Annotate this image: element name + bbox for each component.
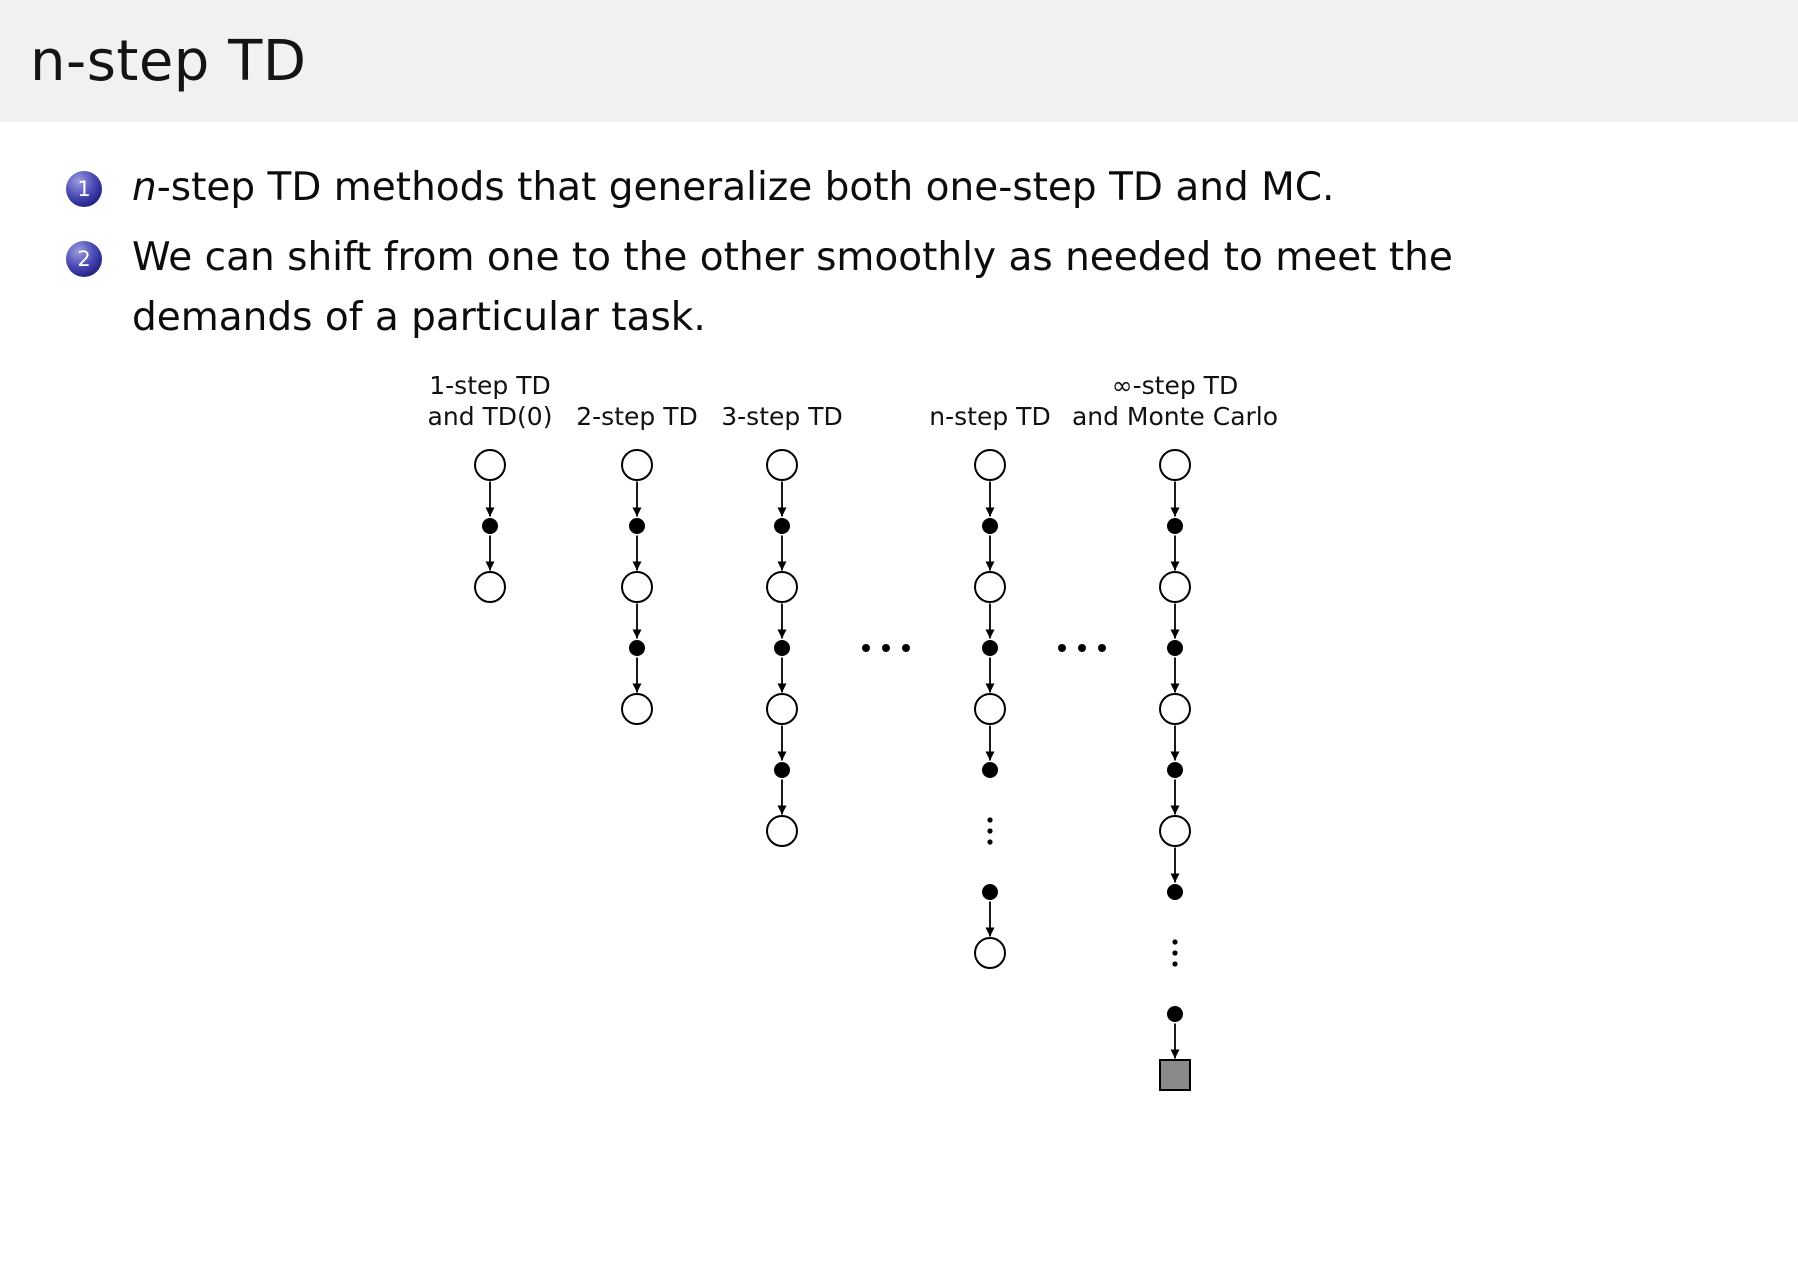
bullet-number-badge-1: 1 (66, 171, 102, 207)
action-node (1167, 762, 1183, 778)
diagram-column-label: 2-step TD (576, 402, 697, 431)
vertical-ellipsis-dot (1172, 950, 1178, 956)
action-node (982, 884, 998, 900)
diagram-column-label: 1-step TD (429, 371, 550, 400)
diagram-column-label: n-step TD (929, 402, 1050, 431)
diagram-column-label: and Monte Carlo (1072, 402, 1278, 431)
bullet-1-line-1: n-step TD methods that generalize both o… (132, 158, 1334, 218)
bullet-number-badge-2: 2 (66, 241, 102, 277)
bullet-text-2: We can shift from one to the other smoot… (132, 228, 1453, 348)
bullet-number-2: 2 (77, 247, 91, 271)
state-node (766, 571, 798, 603)
state-node (1159, 449, 1191, 481)
bullet-number-1: 1 (77, 177, 91, 201)
vertical-ellipsis-dot (1172, 961, 1178, 967)
bullet-1-italic-lead: n (132, 165, 157, 210)
horizontal-ellipsis-dot (862, 644, 870, 652)
action-node (982, 518, 998, 534)
state-node (974, 693, 1006, 725)
slide-header: n-step TD (0, 0, 1798, 122)
state-node (1159, 693, 1191, 725)
state-node (766, 693, 798, 725)
bullet-text-1: n-step TD methods that generalize both o… (132, 158, 1334, 218)
bullet-2-line-2: demands of a particular task. (132, 295, 706, 340)
bullet-1-text: -step TD methods that generalize both on… (156, 165, 1335, 210)
state-node (974, 449, 1006, 481)
action-node (1167, 884, 1183, 900)
horizontal-ellipsis-dot (1058, 644, 1066, 652)
horizontal-ellipsis-dot (902, 644, 910, 652)
state-node (474, 571, 506, 603)
state-node (766, 815, 798, 847)
vertical-ellipsis-dot (1172, 939, 1178, 945)
action-node (629, 640, 645, 656)
slide-title: n-step TD (30, 28, 307, 94)
action-node (1167, 518, 1183, 534)
bullet-item-1: 1 n-step TD methods that generalize both… (66, 158, 1728, 218)
bullet-2-line-1: We can shift from one to the other smoot… (132, 235, 1453, 280)
action-node (1167, 640, 1183, 656)
vertical-ellipsis-dot (987, 839, 993, 845)
vertical-ellipsis-dot (987, 817, 993, 823)
action-node (774, 762, 790, 778)
state-node (1159, 815, 1191, 847)
action-node (482, 518, 498, 534)
state-node (974, 571, 1006, 603)
state-node (974, 937, 1006, 969)
bullet-list: 1 n-step TD methods that generalize both… (0, 122, 1798, 348)
action-node (774, 518, 790, 534)
state-node (621, 571, 653, 603)
terminal-state-node (1159, 1059, 1191, 1091)
state-node (621, 449, 653, 481)
vertical-ellipsis-dot (987, 828, 993, 834)
state-node (766, 449, 798, 481)
bullet-item-2: 2 We can shift from one to the other smo… (66, 228, 1728, 348)
diagram-column-label: ∞-step TD (1112, 371, 1238, 400)
action-node (1167, 1006, 1183, 1022)
action-node (629, 518, 645, 534)
diagram-column-label: and TD(0) (428, 402, 553, 431)
state-node (474, 449, 506, 481)
horizontal-ellipsis-dot (1078, 644, 1086, 652)
state-node (1159, 571, 1191, 603)
action-node (774, 640, 790, 656)
action-node (982, 640, 998, 656)
action-node (982, 762, 998, 778)
horizontal-ellipsis-dot (1098, 644, 1106, 652)
diagram-column-label: 3-step TD (721, 402, 842, 431)
horizontal-ellipsis-dot (882, 644, 890, 652)
state-node (621, 693, 653, 725)
